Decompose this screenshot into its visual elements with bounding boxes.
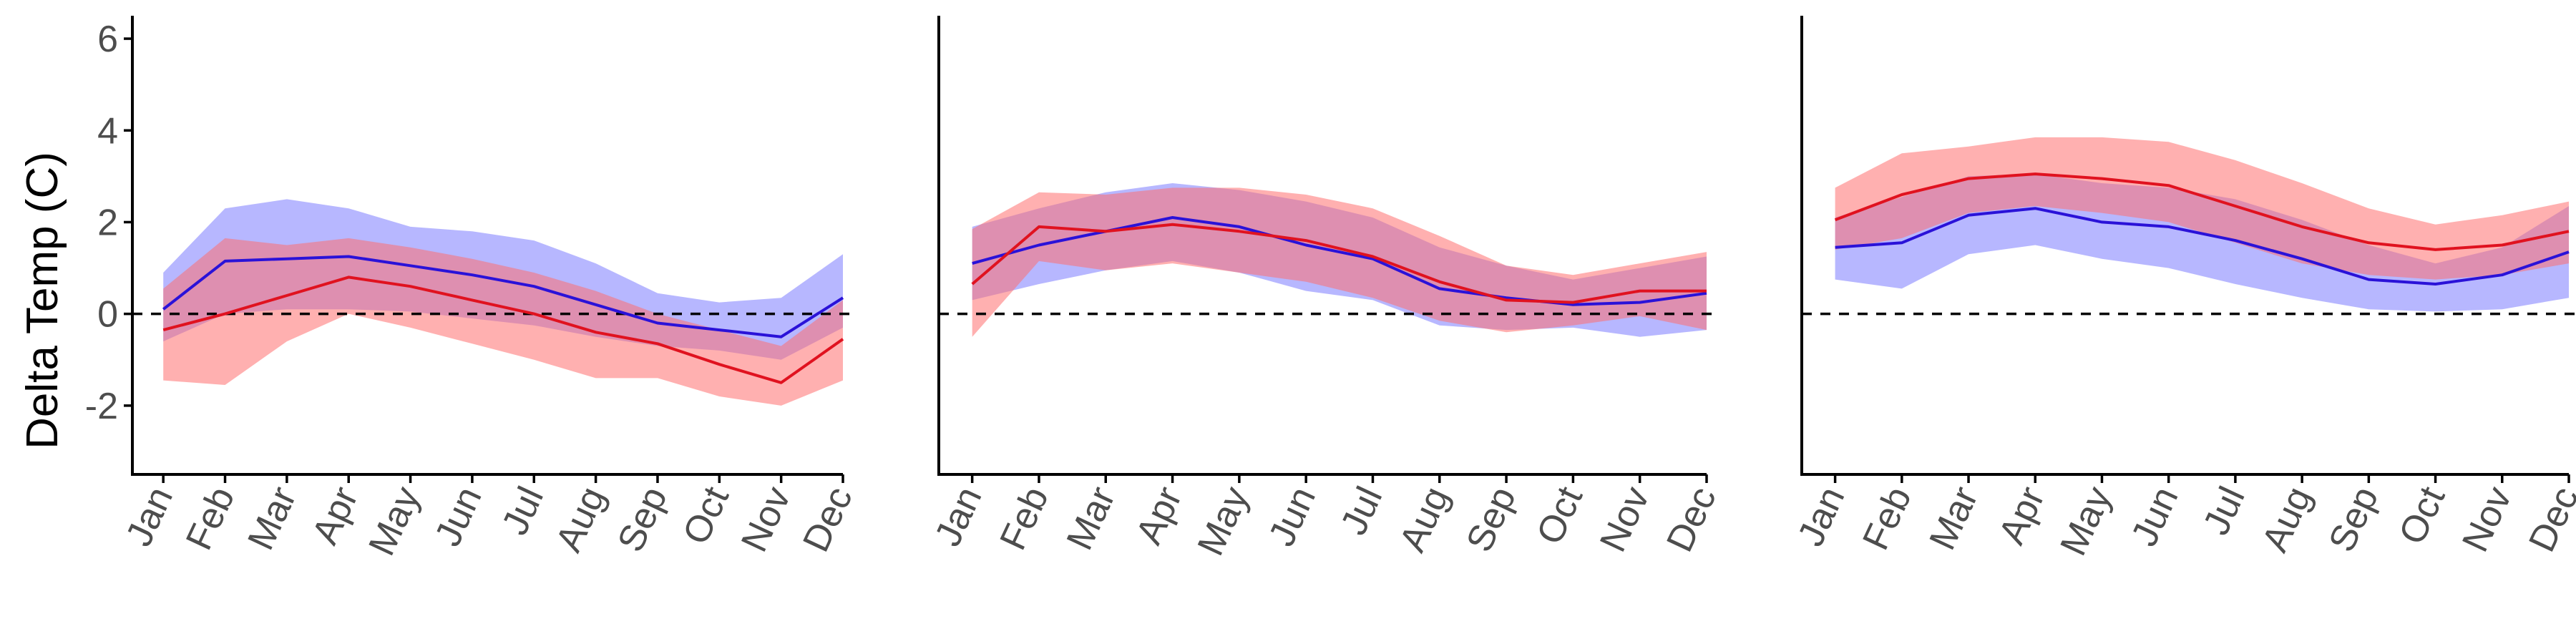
x-tick-label: Feb bbox=[992, 481, 1056, 557]
x-tick-label: Jun bbox=[427, 481, 490, 553]
x-tick-label: Mar bbox=[1059, 481, 1123, 557]
series-line-blue bbox=[1835, 207, 2570, 286]
x-tick-label: Dec bbox=[2521, 481, 2576, 558]
series-line-red bbox=[971, 223, 1707, 304]
x-tick-label: Oct bbox=[1529, 480, 1591, 550]
x-tick-label: Aug bbox=[1392, 481, 1458, 558]
x-tick-label: Apr bbox=[304, 481, 366, 551]
y-tick-label: 0 bbox=[97, 294, 118, 336]
series-line-blue bbox=[972, 216, 1707, 306]
x-tick-label: Jan bbox=[118, 481, 181, 553]
x-tick-label: May bbox=[2052, 481, 2119, 562]
chart-panel-3: Jan Feb Mar Apr May Jun Jul Aug Sep Oct Nov Dec bbox=[1790, 16, 2576, 562]
x-tick-label: Nov bbox=[2454, 481, 2520, 558]
series-line-red bbox=[1834, 172, 2570, 251]
series-line-red bbox=[162, 275, 844, 384]
x-tick-label: Aug bbox=[548, 481, 614, 558]
x-tick-label: Jul bbox=[494, 481, 552, 542]
x-tick-label: Nov bbox=[1592, 481, 1658, 558]
x-tick-label: Jan bbox=[927, 481, 990, 553]
confidence-band-blue-panel-3 bbox=[1835, 174, 2569, 312]
y-tick-label: 4 bbox=[97, 110, 118, 152]
x-tick-label: Apr bbox=[1128, 481, 1191, 551]
x-tick-label: Oct bbox=[675, 480, 737, 550]
x-tick-label: Feb bbox=[1855, 481, 1919, 557]
y-axis-title: Delta Temp (C) bbox=[18, 152, 67, 449]
y-tick-label: 2 bbox=[97, 202, 118, 243]
x-tick-label: Mar bbox=[1921, 481, 1986, 557]
x-tick-label: Nov bbox=[733, 481, 799, 558]
chart-panel-2: Jan Feb Mar Apr May Jun Jul Aug Sep Oct Nov Dec bbox=[927, 16, 1724, 562]
x-tick-label: Dec bbox=[795, 481, 861, 558]
x-tick-label: Sep bbox=[2321, 481, 2387, 558]
x-tick-label: Feb bbox=[178, 481, 243, 557]
y-tick-label: 6 bbox=[97, 19, 118, 60]
x-tick-label: Apr bbox=[1991, 481, 2053, 551]
x-tick-label: Jul bbox=[1333, 481, 1391, 542]
x-tick-label: Jun bbox=[1261, 481, 1324, 553]
x-tick-label: Jan bbox=[1790, 481, 1853, 553]
x-tick-label: Mar bbox=[240, 481, 304, 557]
x-tick-label: Oct bbox=[2391, 480, 2454, 550]
y-tick-label: -2 bbox=[85, 386, 118, 427]
x-tick-label: May bbox=[361, 481, 428, 562]
x-tick-label: Jun bbox=[2124, 481, 2187, 553]
series-line-blue bbox=[162, 255, 844, 338]
confidence-band-red-panel-1 bbox=[163, 238, 843, 406]
x-tick-label: May bbox=[1190, 481, 1257, 562]
x-tick-label: Sep bbox=[1458, 481, 1524, 558]
x-tick-label: Jul bbox=[2195, 481, 2253, 542]
x-tick-label: Sep bbox=[610, 481, 675, 558]
x-tick-label: Dec bbox=[1659, 481, 1724, 558]
x-tick-label: Aug bbox=[2254, 481, 2320, 558]
